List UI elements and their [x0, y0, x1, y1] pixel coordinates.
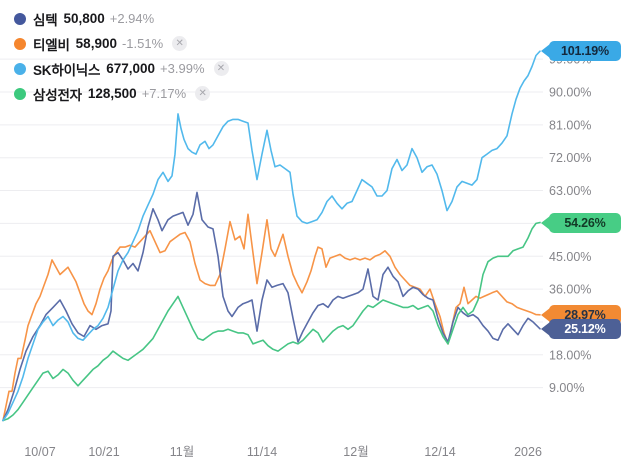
stock-name: 삼성전자: [33, 87, 82, 103]
x-axis-label: 11/14: [247, 445, 277, 459]
legend-color-dot: [14, 62, 26, 75]
stock-change-percent: +2.94%: [109, 11, 155, 26]
series-line-티엘비[interactable]: [2, 213, 541, 422]
stock-change-percent: +3.99%: [160, 61, 205, 76]
remove-stock-icon[interactable]: ✕: [195, 86, 211, 101]
y-axis-label: 81.00%: [549, 118, 591, 132]
stock-name: 티엘비: [33, 37, 70, 53]
y-axis-label: 90.00%: [549, 86, 591, 100]
stock-price: 58,900: [75, 36, 117, 51]
legend-item-삼성전자[interactable]: 삼성전자 128,500 +7.17% ✕: [14, 81, 229, 106]
x-axis-label: 2026: [514, 445, 542, 459]
series-line-삼성전자[interactable]: [2, 221, 541, 422]
end-value-badge-SK하이닉스: 101.19%: [549, 41, 621, 62]
legend-color-dot: [14, 37, 26, 50]
remove-stock-icon[interactable]: ✕: [172, 36, 188, 51]
x-axis-label: 10/07: [24, 445, 55, 459]
y-axis-label: 18.00%: [549, 348, 591, 362]
series-line-SK하이닉스[interactable]: [2, 50, 541, 422]
y-axis-label: 63.00%: [549, 184, 591, 198]
stock-name: SK하이닉스: [33, 62, 101, 78]
stock-price: 50,800: [63, 11, 105, 26]
stock-price: 128,500: [87, 86, 137, 101]
stock-name: 심텍: [33, 12, 58, 28]
y-axis-label: 9.00%: [549, 381, 584, 395]
x-axis-label: 10/21: [88, 445, 119, 459]
stock-change-percent: +7.17%: [141, 86, 187, 101]
x-axis-label: 12월: [343, 445, 368, 459]
end-value-badge-심텍: 25.12%: [549, 318, 621, 339]
legend-color-dot: [14, 12, 26, 25]
stock-price: 677,000: [106, 61, 156, 76]
y-axis-label: 36.00%: [549, 283, 591, 297]
legend-color-dot: [14, 87, 26, 100]
legend-item-심텍[interactable]: 심텍 50,800 +2.94%: [14, 6, 229, 31]
series-line-심텍[interactable]: [2, 191, 541, 422]
y-axis-label: 45.00%: [549, 250, 591, 264]
x-axis-label: 12/14: [424, 445, 455, 459]
end-value-badge-삼성전자: 54.26%: [549, 212, 621, 233]
x-axis-label: 11월: [170, 445, 194, 459]
legend: 심텍 50,800 +2.94% 티엘비 58,900 -1.51% ✕ SK하이닉스 677,…: [14, 6, 229, 106]
legend-item-티엘비[interactable]: 티엘비 58,900 -1.51% ✕: [14, 31, 229, 56]
legend-item-SK하이닉스[interactable]: SK하이닉스 677,000 +3.99% ✕: [14, 56, 229, 81]
y-axis-label: 72.00%: [549, 151, 591, 165]
stock-change-percent: -1.51%: [121, 36, 164, 51]
remove-stock-icon[interactable]: ✕: [213, 61, 229, 76]
